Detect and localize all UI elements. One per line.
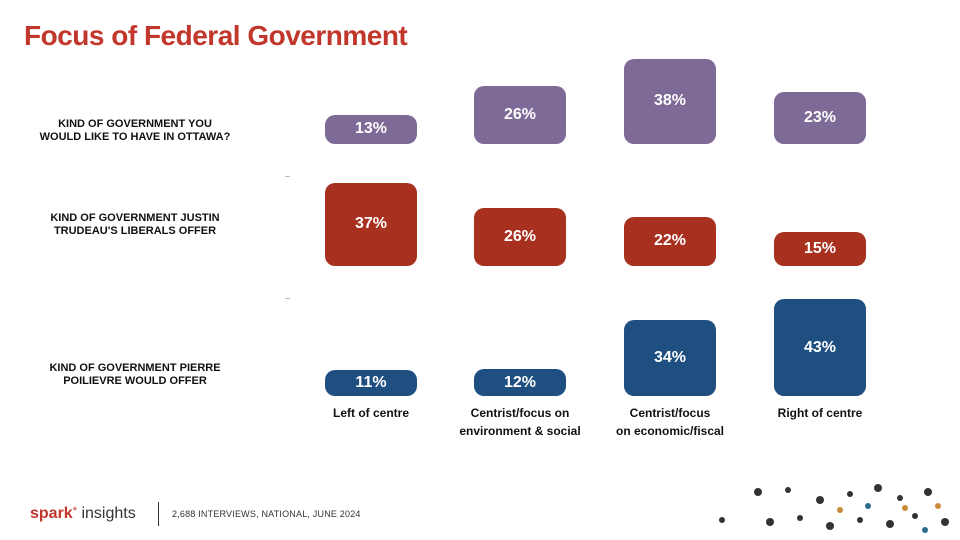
category-label: Centrist/focus on environment & social xyxy=(445,404,595,440)
row-label: KIND OF GOVERNMENT PIERRE POILIEVRE WOULD… xyxy=(20,362,250,388)
crowd-person xyxy=(785,487,791,493)
value-box: 43% xyxy=(774,299,866,396)
value-label: 26% xyxy=(503,227,537,245)
brand-logo-spark: spark xyxy=(30,505,73,522)
crowd-person xyxy=(847,491,853,497)
category-label: Left of centre xyxy=(296,404,446,422)
value-label: 34% xyxy=(653,348,687,366)
crowd-person xyxy=(902,505,908,511)
crowd-person xyxy=(754,488,762,496)
crowd-person xyxy=(719,517,725,523)
value-box: 38% xyxy=(624,58,716,144)
crowd-person xyxy=(922,527,928,533)
value-label: 12% xyxy=(503,373,537,391)
value-label: 37% xyxy=(354,215,388,233)
crowd-person xyxy=(886,520,894,528)
value-label: 22% xyxy=(653,232,687,250)
row-label: KIND OF GOVERNMENT YOU WOULD LIKE TO HAVE… xyxy=(20,118,250,144)
category-label: Centrist/focus on economic/fiscal xyxy=(595,404,745,440)
crowd-person xyxy=(857,517,863,523)
category-label-line: Centrist/focus xyxy=(629,406,711,420)
crowd-person xyxy=(766,518,774,526)
value-label: 11% xyxy=(355,374,387,391)
crowd-person xyxy=(816,496,824,504)
row-separator-tick xyxy=(285,298,290,299)
crowd-illustration xyxy=(719,484,949,533)
value-box: 37% xyxy=(325,182,417,266)
crowd-person xyxy=(912,513,918,519)
row-label: KIND OF GOVERNMENT JUSTIN TRUDEAU'S LIBER… xyxy=(20,212,250,238)
row-label-line: TRUDEAU'S LIBERALS OFFER xyxy=(53,225,217,237)
category-label-line: Right of centre xyxy=(777,406,863,420)
footer-divider xyxy=(158,502,159,526)
value-label: 13% xyxy=(354,120,388,138)
crowd-person xyxy=(897,495,903,501)
value-label: 26% xyxy=(503,105,537,123)
value-label: 23% xyxy=(803,109,837,127)
crowd-person xyxy=(924,488,932,496)
category-label-line: Centrist/focus on xyxy=(470,406,570,420)
category-label-line: environment & social xyxy=(459,424,581,438)
brand-logo-star: * xyxy=(72,505,77,517)
crowd-person xyxy=(941,518,949,526)
row-label-line: KIND OF GOVERNMENT YOU xyxy=(58,118,212,130)
value-box: 22% xyxy=(624,216,716,266)
row-label-line: WOULD LIKE TO HAVE IN OTTAWA? xyxy=(39,131,231,143)
crowd-person xyxy=(797,515,803,521)
brand-logo-insights: insights xyxy=(81,505,136,522)
crowd-person xyxy=(865,503,871,509)
row-separator-tick xyxy=(285,176,290,177)
value-box: 15% xyxy=(774,232,866,266)
crowd-person xyxy=(935,503,941,509)
value-box: 12% xyxy=(474,369,566,396)
value-box: 23% xyxy=(774,92,866,144)
category-label-line: Left of centre xyxy=(332,406,409,420)
crowd-person xyxy=(826,522,834,530)
crowd-person xyxy=(874,484,882,492)
category-label-line: on economic/fiscal xyxy=(615,424,725,438)
row-label-line: POILIEVRE WOULD OFFER xyxy=(63,375,207,387)
value-box: 26% xyxy=(474,85,566,144)
brand-logo: spark* insights xyxy=(30,505,136,523)
value-box: 13% xyxy=(325,114,417,144)
row-label-line: KIND OF GOVERNMENT JUSTIN xyxy=(50,212,220,224)
footer-note: 2,688 INTERVIEWS, NATIONAL, JUNE 2024 xyxy=(172,509,361,519)
value-box: 26% xyxy=(474,207,566,266)
value-label: 15% xyxy=(803,240,837,258)
page-title: Focus of Federal Government xyxy=(24,20,408,51)
value-box: 11% xyxy=(325,370,417,396)
value-label: 38% xyxy=(653,92,687,110)
row-label-line: KIND OF GOVERNMENT PIERRE xyxy=(49,362,221,374)
crowd-person xyxy=(837,507,843,513)
value-label: 43% xyxy=(803,338,837,356)
category-label: Right of centre xyxy=(745,404,895,422)
value-box: 34% xyxy=(624,319,716,396)
